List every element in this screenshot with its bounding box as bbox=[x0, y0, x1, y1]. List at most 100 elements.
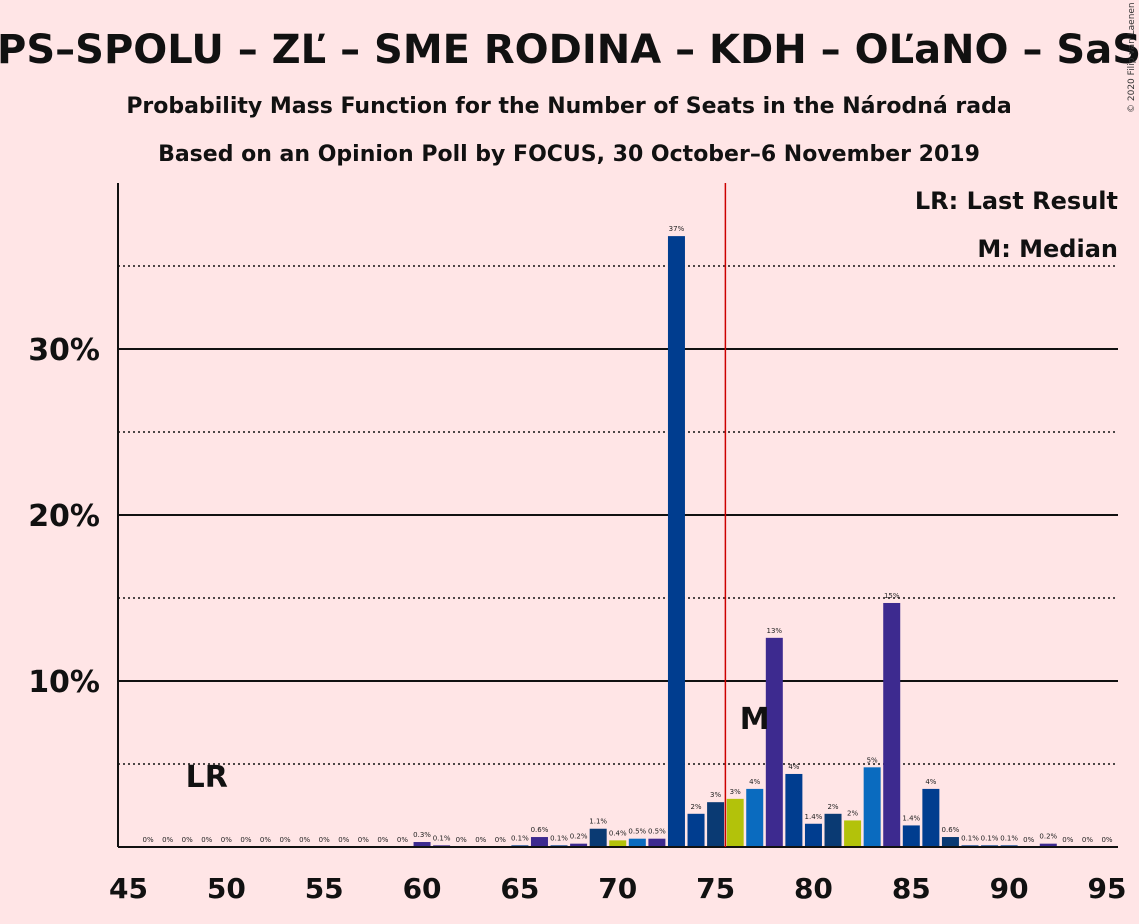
data-label-seat-55: 0% bbox=[319, 836, 330, 844]
data-label-seat-80: 1.4% bbox=[805, 813, 823, 821]
data-label-seat-95: 0% bbox=[1101, 836, 1112, 844]
bar-seat-75 bbox=[707, 802, 725, 847]
bar-seat-74 bbox=[687, 813, 705, 847]
data-label-seat-89: 0.1% bbox=[981, 834, 999, 842]
bar-seat-71 bbox=[628, 838, 646, 847]
x-tick-label: 70 bbox=[598, 872, 637, 905]
data-label-seat-64: 0% bbox=[495, 836, 506, 844]
chart-title: PS–SPOLU – ZĽ – SME RODINA – KDH – OĽaNO… bbox=[0, 27, 1139, 73]
data-label-seat-75: 3% bbox=[710, 791, 721, 799]
bar-seat-82 bbox=[844, 820, 862, 847]
gridlines bbox=[118, 265, 1118, 765]
data-label-seat-52: 0% bbox=[260, 836, 271, 844]
data-label-seat-90: 0.1% bbox=[1000, 834, 1018, 842]
copyright-text: © 2020 Filip van Laenen bbox=[1127, 2, 1137, 113]
data-label-seat-46: 0% bbox=[143, 836, 154, 844]
data-label-seat-71: 0.5% bbox=[628, 828, 646, 836]
bar-seat-70 bbox=[609, 840, 627, 847]
data-label-seat-61: 0.1% bbox=[433, 834, 451, 842]
data-label-seat-50: 0% bbox=[221, 836, 232, 844]
y-tick-label: 20% bbox=[28, 499, 100, 534]
bar-seat-76 bbox=[726, 798, 744, 847]
data-label-seat-63: 0% bbox=[475, 836, 486, 844]
data-label-seat-58: 0% bbox=[377, 836, 388, 844]
bar-seat-77 bbox=[746, 788, 764, 847]
data-label-seat-47: 0% bbox=[162, 836, 173, 844]
x-tick-label: 90 bbox=[990, 872, 1029, 905]
x-tick-label: 55 bbox=[305, 872, 344, 905]
median-marker: M bbox=[740, 702, 770, 737]
data-label-seat-86: 4% bbox=[925, 778, 936, 786]
chart-subtitle-1: Probability Mass Function for the Number… bbox=[126, 94, 1011, 119]
x-tick-label: 85 bbox=[892, 872, 931, 905]
legend-last-result: LR: Last Result bbox=[915, 187, 1118, 215]
data-label-seat-81: 2% bbox=[827, 803, 838, 811]
data-label-seat-57: 0% bbox=[358, 836, 369, 844]
x-tick-label: 60 bbox=[403, 872, 442, 905]
bar-seat-86 bbox=[922, 788, 940, 847]
data-label-seat-84: 15% bbox=[884, 592, 900, 600]
x-tick-label: 50 bbox=[207, 872, 246, 905]
x-tick-label: 75 bbox=[696, 872, 735, 905]
data-label-seat-87: 0.6% bbox=[942, 826, 960, 834]
last-result-marker: LR bbox=[186, 760, 228, 795]
data-label-seat-82: 2% bbox=[847, 809, 858, 817]
data-label-seat-72: 0.5% bbox=[648, 828, 666, 836]
bar-seat-80 bbox=[804, 823, 822, 847]
bar-seat-73 bbox=[667, 236, 685, 847]
bar-seat-87 bbox=[941, 837, 959, 847]
data-label-seat-93: 0% bbox=[1062, 836, 1073, 844]
data-label-seat-78: 13% bbox=[767, 627, 783, 635]
bar-seat-78 bbox=[765, 637, 783, 847]
data-label-seat-74: 2% bbox=[690, 803, 701, 811]
bar-seat-81 bbox=[824, 813, 842, 847]
bar-seat-79 bbox=[785, 773, 803, 847]
data-label-seat-68: 0.2% bbox=[570, 833, 588, 841]
data-label-seat-62: 0% bbox=[456, 836, 467, 844]
y-tick-label: 30% bbox=[28, 333, 100, 368]
y-tick-label: 10% bbox=[28, 665, 100, 700]
data-label-seat-49: 0% bbox=[201, 836, 212, 844]
bar-seat-83 bbox=[863, 767, 881, 847]
data-label-seat-83: 5% bbox=[867, 756, 878, 764]
bar-seat-84 bbox=[883, 602, 901, 847]
x-tick-label: 65 bbox=[500, 872, 539, 905]
data-label-seat-59: 0% bbox=[397, 836, 408, 844]
data-label-seat-67: 0.1% bbox=[550, 834, 568, 842]
legend-median: M: Median bbox=[977, 235, 1118, 263]
data-labels: 0% 0% 0% 0% 0% 0% 0% 0% 0% 0% 0% 0% 0% 0%0.3% 0.1% 0% 0%… bbox=[143, 225, 1113, 844]
x-tick-label: 80 bbox=[794, 872, 833, 905]
bar-seat-85 bbox=[902, 825, 920, 847]
data-label-seat-53: 0% bbox=[280, 836, 291, 844]
bar-seat-66 bbox=[530, 837, 548, 847]
bar-seat-72 bbox=[648, 838, 666, 847]
bar-seat-92 bbox=[1039, 843, 1057, 847]
data-label-seat-54: 0% bbox=[299, 836, 310, 844]
axes: 10% 20% 30% 45 50 55 60 65 70 75 80 85 90 95 bbox=[28, 183, 1126, 905]
data-label-seat-77: 4% bbox=[749, 778, 760, 786]
data-label-seat-56: 0% bbox=[338, 836, 349, 844]
data-label-seat-65: 0.1% bbox=[511, 834, 529, 842]
data-label-seat-60: 0.3% bbox=[413, 831, 431, 839]
x-tick-label: 45 bbox=[109, 872, 148, 905]
data-label-seat-94: 0% bbox=[1082, 836, 1093, 844]
data-label-seat-51: 0% bbox=[240, 836, 251, 844]
bar-seat-69 bbox=[589, 828, 607, 847]
data-label-seat-85: 1.4% bbox=[902, 814, 920, 822]
chart-subtitle-2: Based on an Opinion Poll by FOCUS, 30 Oc… bbox=[158, 142, 980, 167]
data-label-seat-92: 0.2% bbox=[1039, 833, 1057, 841]
data-label-seat-69: 1.1% bbox=[589, 818, 607, 826]
bars bbox=[413, 236, 1057, 847]
data-label-seat-76: 3% bbox=[730, 788, 741, 796]
data-label-seat-48: 0% bbox=[182, 836, 193, 844]
data-label-seat-88: 0.1% bbox=[961, 834, 979, 842]
data-label-seat-70: 0.4% bbox=[609, 829, 627, 837]
bar-seat-60 bbox=[413, 842, 431, 847]
data-label-seat-66: 0.6% bbox=[531, 826, 549, 834]
bar-seat-68 bbox=[570, 843, 588, 847]
data-label-seat-73: 37% bbox=[669, 225, 685, 233]
data-label-seat-79: 4% bbox=[788, 763, 799, 771]
data-label-seat-91: 0% bbox=[1023, 836, 1034, 844]
x-tick-label: 95 bbox=[1088, 872, 1127, 905]
